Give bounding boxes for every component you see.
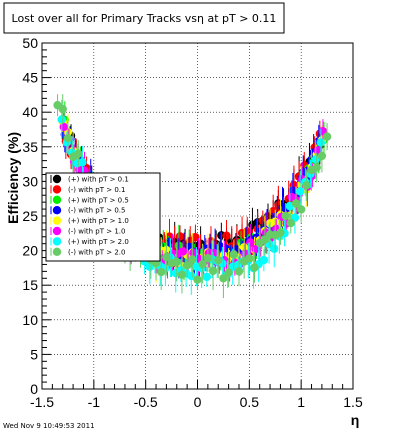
y-tick-label: 10 — [22, 312, 38, 328]
title-box: Lost over all for Primary Tracks vsη at … — [3, 2, 285, 34]
x-tick-label: -0.5 — [134, 394, 158, 410]
data-point — [246, 238, 255, 247]
data-point — [259, 255, 269, 265]
y-tick-label: 30 — [22, 173, 38, 189]
legend-entry: (+) with pT > 0.1 — [50, 174, 129, 184]
data-point — [224, 268, 233, 277]
legend-entry: (+) with pT > 2.0 — [50, 237, 129, 246]
data-point — [188, 255, 197, 264]
y-tick-label: 15 — [22, 277, 38, 293]
legend-label: (-) with pT > 0.1 — [68, 186, 125, 194]
data-point — [162, 252, 171, 262]
data-point — [145, 262, 155, 271]
data-point — [276, 228, 285, 237]
y-tick-label: 45 — [22, 70, 38, 86]
data-point — [295, 187, 305, 196]
legend-entry: (+) with pT > 0.5 — [50, 195, 129, 204]
data-point — [157, 267, 166, 277]
legend-label: (-) with pT > 0.5 — [68, 207, 125, 215]
x-tick-label: -1 — [88, 394, 101, 410]
timestamp: Wed Nov 9 10:49:53 2011 — [3, 422, 95, 430]
data-point — [214, 256, 223, 265]
data-point — [175, 232, 185, 241]
legend-box — [45, 172, 161, 262]
data-point — [322, 132, 332, 141]
chart-title: Lost over all for Primary Tracks vsη at … — [12, 12, 277, 25]
data-point — [177, 270, 187, 279]
legend-label: (+) with pT > 0.1 — [68, 176, 129, 184]
legend-entry: (-) with pT > 2.0 — [50, 247, 125, 256]
legend-marker — [52, 174, 62, 184]
legend-entry: (-) with pT > 0.5 — [50, 206, 125, 215]
y-tick-label: 0 — [30, 381, 38, 397]
data-point — [219, 274, 228, 283]
x-tick-label: 0.5 — [240, 394, 260, 410]
legend-label: (+) with pT > 2.0 — [68, 238, 129, 246]
data-point — [245, 254, 254, 263]
data-point — [316, 138, 326, 147]
data-point — [193, 275, 202, 284]
legend-marker — [52, 206, 62, 215]
legend-label: (-) with pT > 2.0 — [68, 248, 125, 256]
legend-label: (+) with pT > 0.5 — [68, 196, 129, 204]
x-tick-label: 1.5 — [343, 394, 363, 410]
data-point — [59, 122, 68, 132]
legend-marker — [52, 237, 62, 246]
y-tick-label: 20 — [22, 243, 38, 259]
data-point — [296, 205, 306, 214]
y-axis-title: Efficiency (%) — [5, 132, 21, 224]
data-point — [172, 257, 181, 267]
legend-label: (+) with pT > 1.0 — [68, 217, 129, 225]
legend-entry: (-) with pT > 0.1 — [50, 185, 125, 194]
legend-marker — [52, 195, 62, 204]
data-point — [203, 253, 213, 263]
data-point — [58, 104, 67, 114]
data-point — [78, 158, 87, 167]
data-point — [182, 261, 192, 270]
data-point — [291, 199, 301, 208]
legend: (+) with pT > 0.1 (-) with pT > 0.1 (+) wi… — [45, 172, 161, 262]
data-point — [317, 151, 327, 161]
legend-label: (-) with pT > 1.0 — [68, 228, 125, 236]
data-point — [234, 267, 244, 276]
legend-entry: (+) with pT > 1.0 — [50, 216, 129, 225]
data-point — [208, 266, 218, 276]
data-point — [286, 218, 295, 228]
y-tick-label: 40 — [22, 104, 38, 120]
legend-entry: (-) with pT > 1.0 — [50, 226, 125, 236]
data-point — [165, 232, 174, 241]
axes: -1.5 -1 -0.5 0 0.5 1 1.5 0 5 10 15 20 25 30 35 40 45 50 — [22, 35, 363, 410]
legend-marker — [52, 216, 62, 225]
y-tick-label: 35 — [22, 139, 38, 155]
data-point — [187, 271, 196, 281]
data-point — [250, 263, 259, 272]
data-point — [260, 235, 270, 244]
data-point — [270, 244, 279, 253]
x-axis-title: η — [351, 412, 360, 428]
data-point — [74, 149, 83, 158]
data-point — [302, 181, 311, 190]
data-point — [198, 259, 207, 269]
legend-marker — [52, 185, 62, 194]
data-point — [311, 155, 320, 164]
y-tick-label: 25 — [22, 208, 38, 224]
data-point — [189, 248, 198, 258]
data-point — [281, 211, 290, 221]
x-tick-label: 0 — [194, 394, 202, 410]
data-point — [57, 115, 66, 124]
y-tick-label: 5 — [30, 346, 38, 362]
data-point — [229, 250, 238, 259]
data-point — [178, 247, 188, 256]
legend-marker — [52, 226, 62, 236]
data-point — [222, 231, 231, 240]
data-point — [312, 163, 321, 172]
y-tick-label: 50 — [22, 35, 38, 51]
x-tick-label: 1 — [297, 394, 305, 410]
data-point — [63, 133, 73, 143]
x-tick-label: -1.5 — [30, 394, 54, 410]
legend-marker — [52, 247, 62, 256]
data-point — [202, 272, 212, 282]
